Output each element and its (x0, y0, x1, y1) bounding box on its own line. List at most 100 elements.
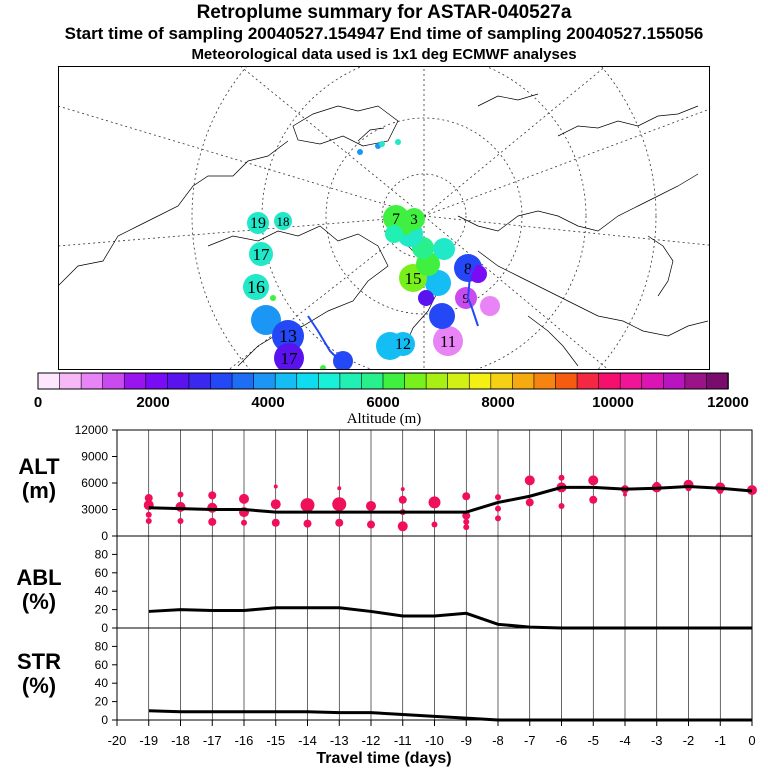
altitude-dot (145, 517, 152, 524)
altitude-dot (207, 502, 218, 513)
x-tick-label: -18 (171, 733, 190, 748)
colorbar-cell (512, 372, 535, 390)
colorbar-cell (37, 372, 61, 390)
colorbar-cell (684, 372, 708, 390)
x-tick-label: -6 (556, 733, 568, 748)
colorbar-cell (576, 372, 600, 390)
map-marker (433, 238, 455, 260)
map-marker-label: 18 (277, 214, 290, 229)
colorbar-cell (210, 372, 233, 390)
altitude-dot (463, 524, 470, 531)
map-marker (249, 242, 273, 266)
abl-label-line1: ABL (16, 565, 62, 590)
map-marker (274, 343, 304, 370)
colorbar-cell (598, 372, 621, 390)
map-marker (391, 332, 415, 356)
met-data-note: Meteorological data used is 1x1 deg ECMW… (191, 46, 577, 63)
colorbar-cell (361, 372, 384, 390)
colorbar-cell (188, 372, 212, 390)
y-tick-label: 80 (95, 547, 109, 561)
map-marker-label: 3 (410, 212, 418, 228)
trajectory-path (466, 261, 479, 327)
alt-line (148, 485, 753, 514)
altitude-dot (588, 475, 599, 486)
colorbar-cell (447, 372, 471, 390)
map-marker-label: 11 (440, 332, 456, 351)
map-frame (58, 66, 710, 370)
y-tick-label: 60 (95, 658, 109, 672)
colorbar-cell (619, 372, 643, 390)
colorbar-cell (533, 372, 557, 390)
abl-panel-label: ABL (%) (4, 566, 74, 614)
x-tick-label: -2 (683, 733, 695, 748)
y-tick-label: 6000 (81, 476, 108, 490)
altitude-dot (366, 500, 376, 511)
colorbar-tick-label: 6000 (366, 394, 399, 411)
altitude-dot (428, 496, 441, 509)
map-marker (274, 212, 292, 230)
map-marker-label: 19 (250, 215, 266, 232)
colorbar-frame (37, 372, 729, 390)
y-tick-label: 9000 (81, 450, 108, 464)
x-tick-label: -15 (266, 733, 285, 748)
colorbar-cell (296, 372, 320, 390)
altitude-dot (175, 501, 186, 512)
altitude-dot (145, 511, 152, 518)
colorbar-cell (80, 372, 104, 390)
retroplume-map: 18 19 17 16 13 17 12 11 9 8 (58, 66, 710, 370)
altitude-dot (144, 494, 153, 503)
altitude-dot (177, 491, 184, 498)
map-marker (403, 208, 425, 230)
map-marker-label: 16 (247, 277, 265, 297)
altitude-dot (335, 518, 344, 527)
colorbar-tick-label: 8000 (481, 394, 514, 411)
alt-label-line2: (m) (21, 478, 57, 503)
map-marker (243, 274, 269, 300)
alt-label-line1: ALT (18, 454, 60, 479)
y-tick-label: 3000 (81, 503, 108, 517)
altitude-dot (300, 498, 315, 513)
altitude-dot (400, 487, 405, 492)
altitude-dot (558, 474, 565, 481)
colorbar-cell (555, 372, 578, 390)
x-tick-label: -16 (235, 733, 254, 748)
map-marker (433, 326, 463, 356)
colorbar-tick-label: 10000 (592, 394, 634, 411)
map-marker (385, 225, 403, 243)
y-tick-label: 0 (101, 621, 108, 635)
colorbar-cell (102, 372, 126, 390)
colorbar-tick-label: 4000 (251, 394, 284, 411)
altitude-dot (239, 493, 249, 504)
altitude-dot (431, 521, 438, 528)
colorbar-cell (663, 372, 686, 390)
y-tick-label: 40 (95, 584, 109, 598)
map-marker (357, 149, 363, 155)
altitude-dot (332, 497, 347, 512)
colorbar-cell (468, 372, 492, 390)
altitude-dot (270, 499, 281, 510)
x-tick-label: -12 (362, 733, 381, 748)
altitude-dot (208, 517, 217, 526)
altitude-dot (463, 518, 470, 525)
map-marker (455, 287, 477, 309)
map-marker (395, 139, 401, 145)
colorbar-tick-label: 12000 (707, 394, 749, 411)
map-marker (383, 205, 409, 231)
map-marker-label: 9 (463, 292, 470, 307)
map-marker-label: 13 (279, 326, 297, 346)
map-marker (429, 303, 455, 329)
altitude-dot (589, 495, 598, 504)
colorbar-cell (274, 372, 298, 390)
str-line (148, 709, 752, 722)
altitude-colorbar: 0 2000 4000 6000 8000 10000 12000 Altitude (m) (34, 372, 749, 427)
time-series-panels: 0 3000 6000 9000 12000 0 20 40 60 80 0 20 40 60 80 -… (75, 423, 757, 748)
altitude-dot (398, 495, 407, 504)
abl-line (148, 606, 752, 630)
map-marker (247, 212, 269, 234)
x-tick-label: -3 (651, 733, 663, 748)
altitude-dot (462, 511, 471, 520)
map-marker (272, 320, 304, 352)
x-tick-label: -20 (108, 733, 127, 748)
altitude-dot (208, 491, 217, 500)
altitude-dot (177, 517, 184, 524)
